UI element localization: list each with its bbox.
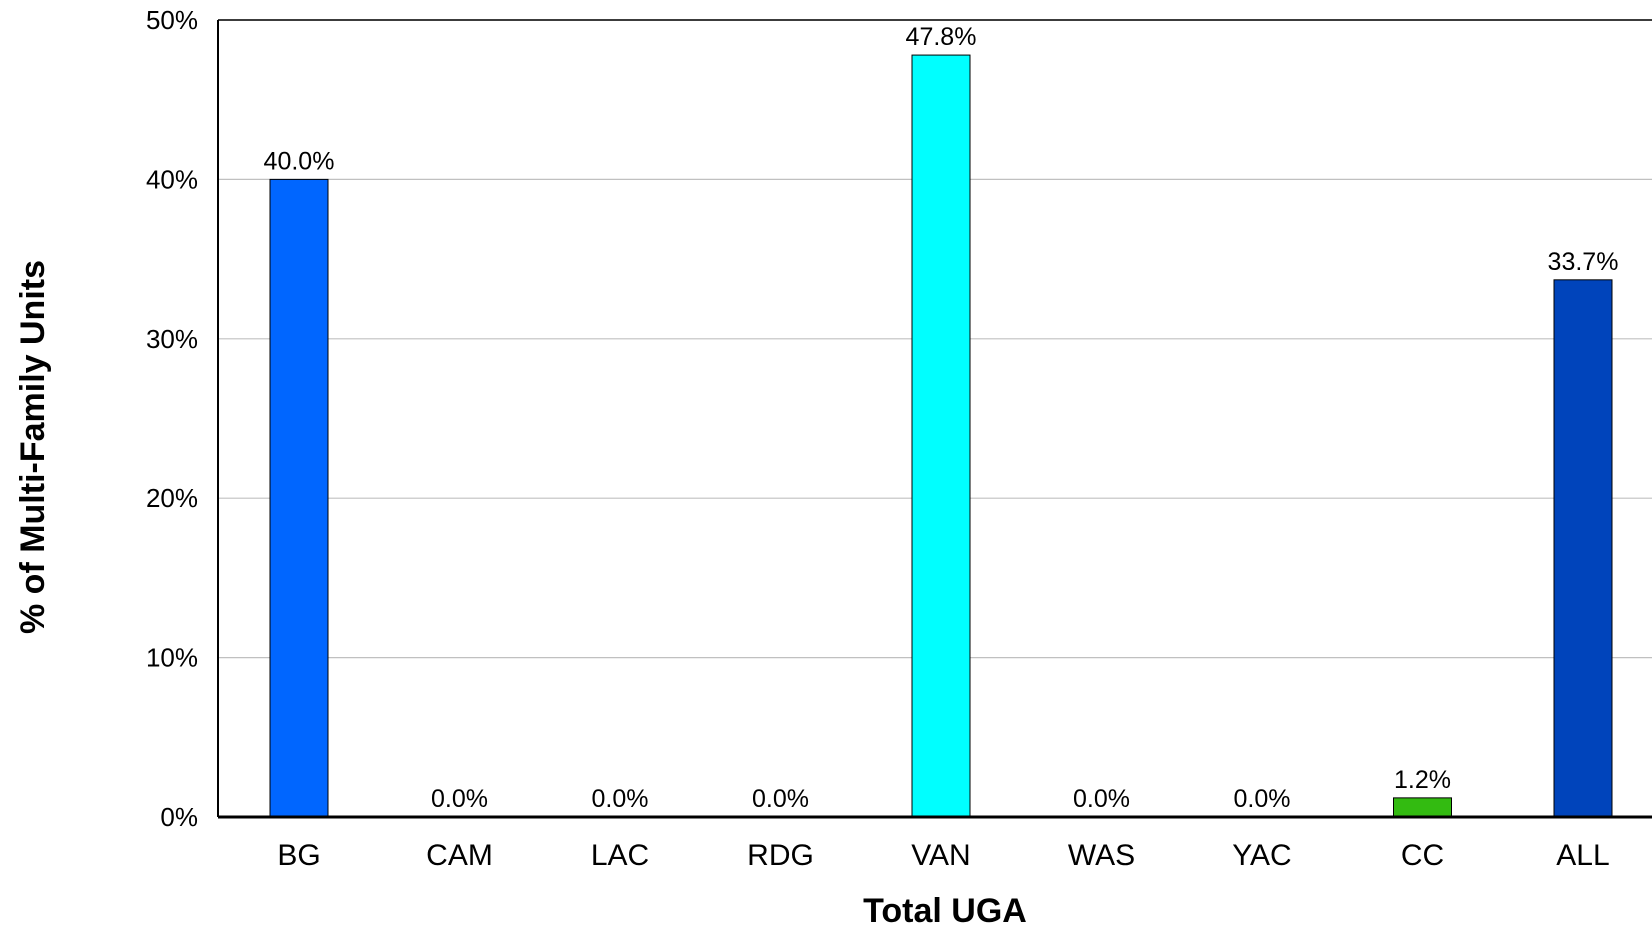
x-tick-label: CC [1401,839,1444,872]
x-tick-label: BG [277,839,320,872]
data-label: 47.8% [906,23,977,51]
bar [1553,279,1613,818]
x-tick-label: WAS [1068,839,1135,872]
y-tick-label: 50% [146,5,198,35]
x-axis-title: Total UGA [863,892,1027,930]
data-label: 0.0% [592,785,649,813]
y-tick-label: 30% [146,324,198,354]
bar [269,178,329,818]
data-label: 1.2% [1394,766,1451,794]
data-label: 0.0% [431,785,488,813]
data-label: 0.0% [752,785,809,813]
data-label: 0.0% [1234,785,1291,813]
x-tick-label: ALL [1556,839,1609,872]
y-tick-label: 20% [146,483,198,513]
x-tick-label: RDG [747,839,814,872]
x-tick-label: YAC [1232,839,1291,872]
data-label: 40.0% [264,147,335,175]
data-label: 0.0% [1073,785,1130,813]
y-tick-label: 40% [146,164,198,194]
bars [269,54,1613,818]
x-tick-label: LAC [591,839,649,872]
y-axis-title: % of Multi-Family Units [14,260,52,634]
y-tick-label: 10% [146,643,198,673]
axes [217,19,1652,819]
bar [1393,797,1452,818]
data-label: 33.7% [1548,248,1619,276]
y-tick-label: 0% [160,802,198,832]
x-tick-label: VAN [911,839,970,872]
bar [911,54,971,818]
x-tick-label: CAM [426,839,493,872]
labels: 0% 10% 20% 30% 40% 50% 40.0% BG 0.0% CAM 0.0% LAC 0.… [146,5,1618,872]
